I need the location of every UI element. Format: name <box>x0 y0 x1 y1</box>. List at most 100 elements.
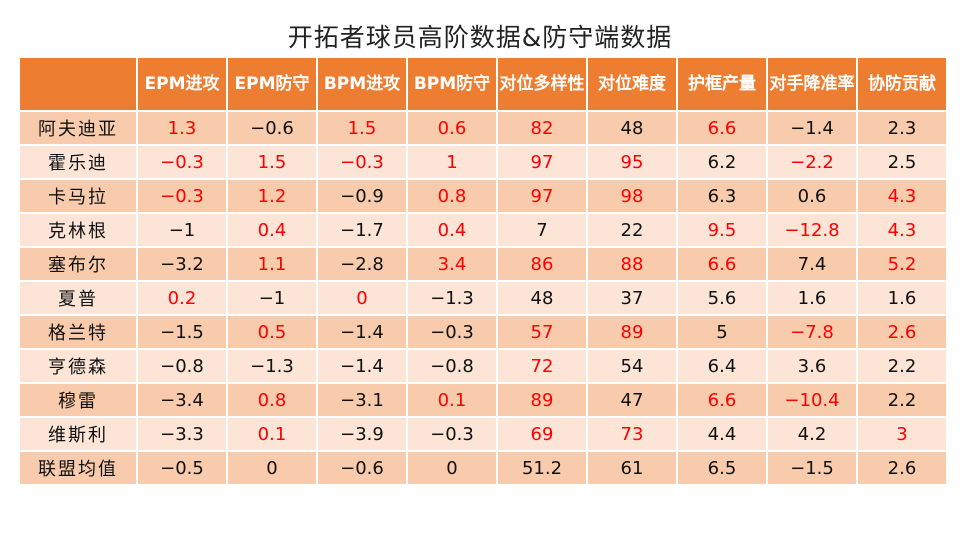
stat-cell: 1.6 <box>768 282 856 314</box>
stat-cell: −1.7 <box>318 214 406 246</box>
stat-cell: 2.3 <box>858 112 946 144</box>
player-name-cell: 格兰特 <box>20 316 136 348</box>
stat-cell: 98 <box>588 180 676 212</box>
stat-cell: 82 <box>498 112 586 144</box>
table-body: 阿夫迪亚 1.3 −0.6 1.5 0.6 82 48 6.6 −1.4 2.3 霍乐迪 −0.3 1.… <box>20 112 946 484</box>
stat-cell: −0.6 <box>228 112 316 144</box>
player-name-cell: 穆雷 <box>20 384 136 416</box>
stats-table: EPM进攻 EPM防守 BPM进攻 BPM防守 对位多样性 对位难度 护框产量 … <box>18 56 948 486</box>
stat-cell: −0.3 <box>318 146 406 178</box>
column-header: BPM进攻 <box>318 58 406 110</box>
stat-cell: 89 <box>498 384 586 416</box>
table-row: 塞布尔 −3.2 1.1 −2.8 3.4 86 88 6.6 7.4 5.2 <box>20 248 946 280</box>
stat-cell: −12.8 <box>768 214 856 246</box>
stat-cell: 51.2 <box>498 452 586 484</box>
stat-cell: −1.5 <box>768 452 856 484</box>
stat-cell: −0.3 <box>408 418 496 450</box>
stat-cell: 2.6 <box>858 316 946 348</box>
stat-cell: 1 <box>408 146 496 178</box>
player-name-cell: 霍乐迪 <box>20 146 136 178</box>
table-row: 联盟均值 −0.5 0 −0.6 0 51.2 61 6.5 −1.5 2.6 <box>20 452 946 484</box>
stat-cell: 0.6 <box>408 112 496 144</box>
stat-cell: 3 <box>858 418 946 450</box>
stat-cell: 1.2 <box>228 180 316 212</box>
stat-cell: 1.5 <box>228 146 316 178</box>
stat-cell: 6.5 <box>678 452 766 484</box>
player-name-cell: 亨德森 <box>20 350 136 382</box>
stat-cell: 0.1 <box>408 384 496 416</box>
stat-cell: −1.4 <box>318 350 406 382</box>
player-name-cell: 克林根 <box>20 214 136 246</box>
stat-cell: 4.3 <box>858 214 946 246</box>
stat-cell: −3.3 <box>138 418 226 450</box>
stat-cell: 0 <box>408 452 496 484</box>
stat-cell: 6.4 <box>678 350 766 382</box>
corner-header-cell <box>20 58 136 110</box>
stat-cell: 97 <box>498 146 586 178</box>
stat-cell: 72 <box>498 350 586 382</box>
stat-cell: 3.4 <box>408 248 496 280</box>
stat-cell: −0.5 <box>138 452 226 484</box>
player-name-cell: 阿夫迪亚 <box>20 112 136 144</box>
stat-cell: 2.5 <box>858 146 946 178</box>
stat-cell: 89 <box>588 316 676 348</box>
stat-cell: 86 <box>498 248 586 280</box>
stat-cell: −0.8 <box>138 350 226 382</box>
stat-cell: 97 <box>498 180 586 212</box>
stat-cell: 7.4 <box>768 248 856 280</box>
stat-cell: 5.2 <box>858 248 946 280</box>
table-row: 维斯利 −3.3 0.1 −3.9 −0.3 69 73 4.4 4.2 3 <box>20 418 946 450</box>
stat-cell: −0.3 <box>138 180 226 212</box>
stat-cell: 4.2 <box>768 418 856 450</box>
column-header: EPM进攻 <box>138 58 226 110</box>
stat-cell: 47 <box>588 384 676 416</box>
player-name-cell: 卡马拉 <box>20 180 136 212</box>
stat-cell: 88 <box>588 248 676 280</box>
stat-cell: 6.2 <box>678 146 766 178</box>
stat-cell: 7 <box>498 214 586 246</box>
player-name-cell: 维斯利 <box>20 418 136 450</box>
stat-cell: 69 <box>498 418 586 450</box>
stat-cell: −0.9 <box>318 180 406 212</box>
stat-cell: 37 <box>588 282 676 314</box>
stat-cell: 1.5 <box>318 112 406 144</box>
stat-cell: 6.6 <box>678 384 766 416</box>
stat-cell: 6.6 <box>678 248 766 280</box>
stat-cell: 1.1 <box>228 248 316 280</box>
stat-cell: −3.4 <box>138 384 226 416</box>
stat-cell: 0.4 <box>408 214 496 246</box>
player-name-cell: 夏普 <box>20 282 136 314</box>
stat-cell: 1.3 <box>138 112 226 144</box>
player-name-cell: 联盟均值 <box>20 452 136 484</box>
stat-cell: 6.3 <box>678 180 766 212</box>
stat-cell: 4.4 <box>678 418 766 450</box>
column-header: BPM防守 <box>408 58 496 110</box>
stat-cell: 0.5 <box>228 316 316 348</box>
table-row: 霍乐迪 −0.3 1.5 −0.3 1 97 95 6.2 −2.2 2.5 <box>20 146 946 178</box>
stat-cell: 57 <box>498 316 586 348</box>
stat-cell: −1 <box>138 214 226 246</box>
table-row: 阿夫迪亚 1.3 −0.6 1.5 0.6 82 48 6.6 −1.4 2.3 <box>20 112 946 144</box>
column-header: 护框产量 <box>678 58 766 110</box>
column-header: 协防贡献 <box>858 58 946 110</box>
stat-cell: 22 <box>588 214 676 246</box>
stat-cell: −3.9 <box>318 418 406 450</box>
table-row: 卡马拉 −0.3 1.2 −0.9 0.8 97 98 6.3 0.6 4.3 <box>20 180 946 212</box>
table-row: 夏普 0.2 −1 0 −1.3 48 37 5.6 1.6 1.6 <box>20 282 946 314</box>
stat-cell: −0.3 <box>408 316 496 348</box>
stat-cell: 54 <box>588 350 676 382</box>
stat-cell: 0.1 <box>228 418 316 450</box>
stat-cell: −2.8 <box>318 248 406 280</box>
stat-cell: −3.1 <box>318 384 406 416</box>
stat-cell: 5.6 <box>678 282 766 314</box>
stat-cell: −2.2 <box>768 146 856 178</box>
column-header: 对手降准率 <box>768 58 856 110</box>
table-row: 克林根 −1 0.4 −1.7 0.4 7 22 9.5 −12.8 4.3 <box>20 214 946 246</box>
stat-cell: −1.3 <box>408 282 496 314</box>
stat-cell: 0.6 <box>768 180 856 212</box>
stat-cell: 73 <box>588 418 676 450</box>
page-title: 开拓者球员高阶数据&防守端数据 <box>287 23 673 52</box>
stat-cell: −1.5 <box>138 316 226 348</box>
stat-cell: 6.6 <box>678 112 766 144</box>
stat-cell: 0.8 <box>408 180 496 212</box>
